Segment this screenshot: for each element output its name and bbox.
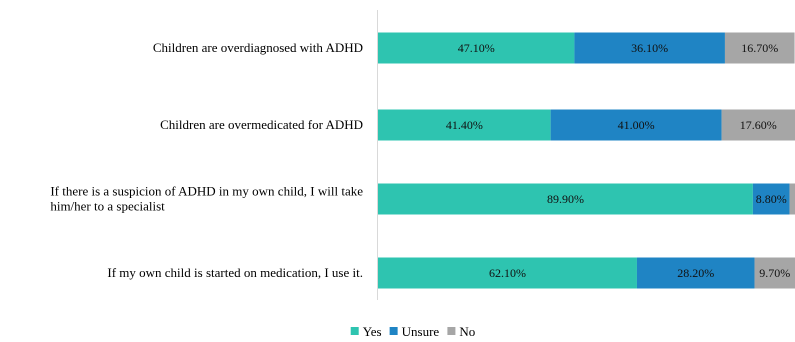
data-label-yes-3: 62.10% <box>489 266 526 280</box>
category-label-1: Children are overmedicated for ADHD <box>160 117 363 132</box>
legend-label-yes: Yes <box>363 324 382 339</box>
data-label-unsure-1: 41.00% <box>618 118 655 132</box>
bar-unsure-1 <box>550 109 722 141</box>
legend-label-no: No <box>459 324 475 339</box>
data-label-yes-2: 89.90% <box>547 192 584 206</box>
bars-layer: 47.10% 36.10% 16.70% 41.40% 41.00% 17.60% 89.9… <box>378 32 795 289</box>
data-label-yes-1: 41.40% <box>446 118 483 132</box>
data-label-no-0: 16.70% <box>741 41 778 55</box>
bar-yes-3 <box>378 257 637 289</box>
bar-yes-0 <box>378 32 575 64</box>
bar-yes-2 <box>378 183 753 215</box>
data-label-unsure-3: 28.20% <box>677 266 714 280</box>
data-label-no-3: 9.70% <box>759 266 790 280</box>
data-label-unsure-0: 36.10% <box>631 41 668 55</box>
bar-no-2 <box>789 183 795 215</box>
legend-swatch-yes <box>350 327 359 335</box>
category-label-0: Children are overdiagnosed with ADHD <box>153 40 363 55</box>
legend-swatch-unsure <box>389 327 398 335</box>
bar-no-1 <box>721 109 795 141</box>
bar-unsure-2 <box>752 183 790 215</box>
data-label-yes-0: 47.10% <box>458 41 495 55</box>
category-label-2: If there is a suspicion of ADHD in my ow… <box>50 184 363 199</box>
bar-no-3 <box>754 257 795 289</box>
category-label-2-line-1: him/her to a specialist <box>50 199 165 214</box>
category-label-3: If my own child is started on medication… <box>107 265 363 280</box>
bar-yes-1 <box>378 109 551 141</box>
bar-unsure-0 <box>574 32 725 64</box>
data-label-no-1: 17.60% <box>740 118 777 132</box>
category-labels: Children are overdiagnosed with ADHD Chil… <box>50 40 363 280</box>
data-label-unsure-2: 8.80% <box>756 192 787 206</box>
legend-swatch-no <box>447 327 456 335</box>
legend-label-unsure: Unsure <box>402 324 440 339</box>
bar-unsure-3 <box>636 257 755 289</box>
bar-no-0 <box>724 32 795 64</box>
legend: Yes Unsure No <box>350 324 475 339</box>
